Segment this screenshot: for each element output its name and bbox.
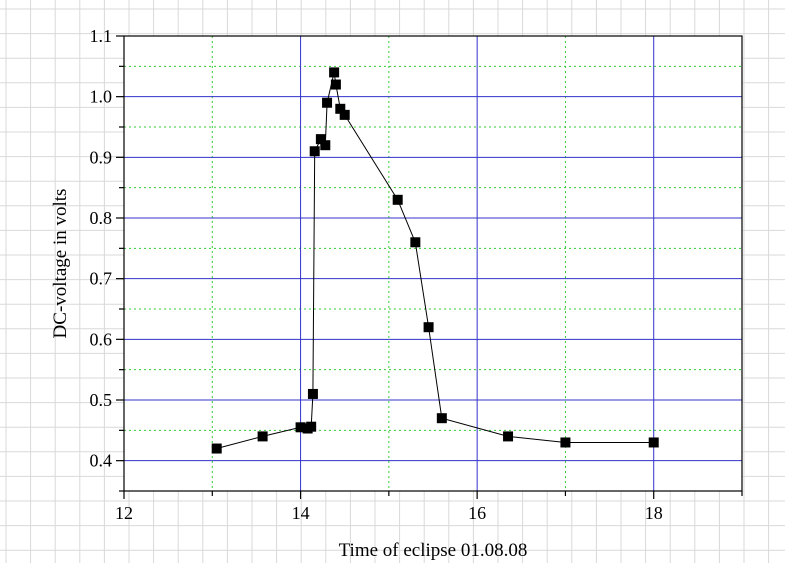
major-grid — [124, 36, 742, 491]
y-tick-label: 0.9 — [90, 147, 113, 167]
x-tick-label: 12 — [115, 503, 133, 523]
data-point — [560, 437, 571, 448]
y-axis-label: DC-voltage in volts — [50, 189, 71, 339]
data-point — [315, 134, 326, 145]
data-point — [309, 146, 320, 157]
plot-background — [124, 36, 742, 491]
y-tick-label: 0.4 — [90, 451, 113, 471]
y-tick-label: 0.6 — [90, 329, 113, 349]
x-tick-label: 18 — [645, 503, 663, 523]
data-point — [648, 437, 659, 448]
data-point — [211, 443, 222, 454]
y-tick-label: 0.7 — [90, 269, 113, 289]
series-layer — [211, 67, 659, 454]
data-point — [306, 421, 317, 432]
y-tick-label: 0.8 — [90, 208, 113, 228]
data-point — [436, 413, 447, 424]
data-point — [295, 422, 306, 433]
x-axis: 12 14 16 18 — [115, 491, 743, 523]
data-point — [329, 67, 340, 78]
x-tick-label: 14 — [292, 503, 310, 523]
data-point — [392, 194, 403, 205]
data-point — [330, 79, 341, 90]
plot-frame — [123, 35, 743, 492]
data-point — [307, 388, 318, 399]
data-point — [322, 97, 333, 108]
data-point — [423, 322, 434, 333]
y-tick-label: 1.0 — [90, 87, 113, 107]
x-tick-label: 16 — [468, 503, 486, 523]
data-point — [335, 103, 346, 114]
data-point — [503, 431, 514, 442]
y-axis: 0.4 0.5 0.6 0.7 0.8 0.9 1.0 1.1 — [90, 26, 124, 492]
data-point — [410, 237, 421, 248]
data-point — [257, 431, 268, 442]
data-point — [320, 140, 331, 151]
x-axis-label: Time of eclipse 01.08.08 — [339, 540, 528, 561]
data-point — [339, 109, 350, 120]
y-tick-label: 1.1 — [90, 26, 113, 46]
y-tick-label: 0.5 — [90, 390, 113, 410]
